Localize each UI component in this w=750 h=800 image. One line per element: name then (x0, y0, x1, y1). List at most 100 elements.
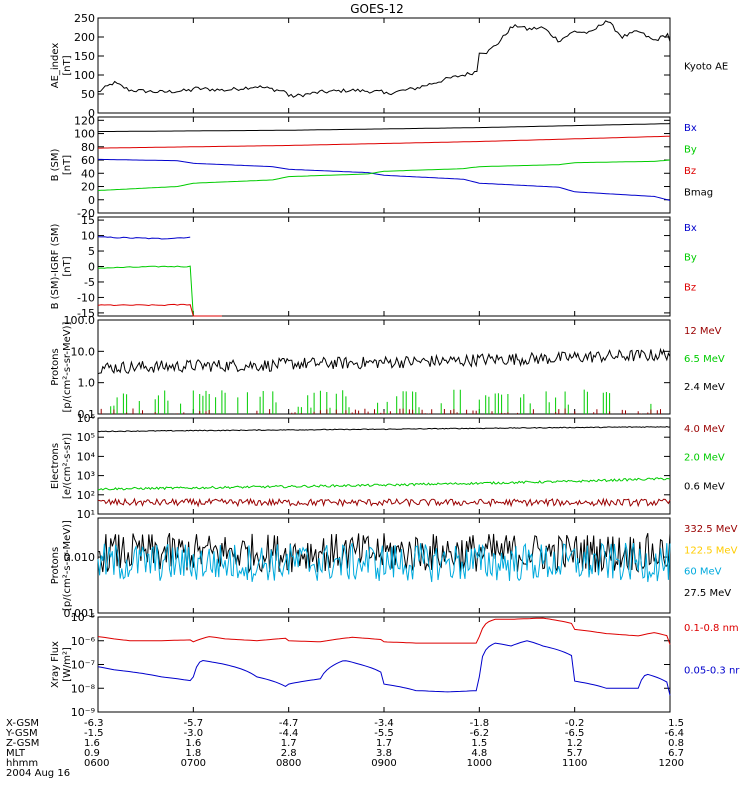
date-label: 2004 Aug 16 (6, 768, 70, 779)
y-tick-label: 0.001 (64, 607, 96, 620)
legend-entry: By (684, 253, 697, 264)
y-tick-label: 80 (81, 141, 95, 154)
ephemeris-value: -3.0 (184, 728, 204, 739)
ephemeris-value: -6.5 (565, 728, 585, 739)
ephemeris-value: 3.8 (376, 748, 392, 759)
y-axis-label: Xray Flux (50, 641, 61, 688)
panel-5: 10¹ 10² 10³ 10⁴ 10⁵ 10⁶ Electrons [e/(cm²-s-sr)… (50, 412, 725, 521)
y-axis-label: [p/(cm²-s-sr-MeV)] (62, 321, 73, 412)
legend-entry: 0.05-0.3 nr (684, 666, 740, 677)
ephemeris-value: -4.7 (279, 718, 299, 729)
y-axis-label: B (SM) (50, 148, 61, 181)
ephemeris-value: 1.5 (471, 738, 487, 749)
y-tick-label: 10⁵ (77, 431, 95, 444)
y-axis-label: [p/(cm²-s-sr-MeV)] (62, 520, 73, 611)
legend-entry: 27.5 MeV (684, 588, 731, 599)
y-tick-label: 0.1 (78, 408, 96, 421)
ephemeris-value: -6.3 (84, 718, 104, 729)
legend-entry: 0.1-0.8 nm (684, 623, 739, 634)
y-tick-label: 10³ (77, 470, 95, 483)
y-tick-label: 10² (77, 489, 95, 502)
ephemeris-value: -5.7 (184, 718, 204, 729)
ephemeris-value: 0.8 (668, 738, 684, 749)
y-tick-label: 1.0 (78, 377, 96, 390)
series-bmag (97, 123, 671, 133)
ephemeris-value: 1200 (659, 758, 684, 769)
y-axis-label: [nT] (62, 155, 73, 175)
panel-4: 0.1 1.0 10.0 100.0 Protons [p/(cm²-s-sr-MeV)]… (50, 314, 725, 421)
legend-entry: 12 MeV (684, 326, 722, 337)
y-tick-label: 10⁻⁸ (71, 682, 96, 695)
y-tick-label: 150 (74, 50, 95, 63)
ephemeris-value: 1.2 (567, 738, 583, 749)
y-tick-label: -10 (77, 291, 95, 304)
series-bx (98, 158, 671, 201)
y-axis-label: [e/(cm²-s-sr)] (62, 433, 73, 499)
legend-entry: Bx (684, 223, 697, 234)
ephemeris-value: -5.5 (374, 728, 394, 739)
y-tick-label: 10⁻⁹ (71, 706, 95, 719)
y-tick-label: 20 (81, 181, 95, 194)
y-tick-label: 0 (88, 107, 95, 120)
y-tick-label: 10 (81, 230, 95, 243)
y-tick-label: 100.0 (64, 314, 96, 327)
legend-entry: 122.5 MeV (684, 545, 738, 556)
y-tick-label: 100 (74, 69, 95, 82)
y-tick-label: 10.0 (71, 345, 96, 358)
y-tick-label: 200 (74, 31, 95, 44)
legend-entry: Bmag (684, 188, 713, 199)
y-tick-label: 120 (74, 114, 95, 127)
legend-entry: 60 MeV (684, 567, 722, 578)
y-tick-label: 5 (88, 245, 95, 258)
ephemeris-value: 1.6 (84, 738, 100, 749)
series-bz (97, 303, 222, 317)
ephemeris-value: 2.8 (281, 748, 297, 759)
y-axis-label: [nT] (62, 55, 73, 75)
ephemeris-row-label: MLT (6, 748, 26, 759)
y-tick-label: 10⁴ (77, 450, 96, 463)
y-tick-label: 10¹ (77, 508, 95, 521)
y-tick-label: 100 (74, 128, 95, 141)
legend-entry: 2.0 MeV (684, 453, 725, 464)
legend-entry: Bx (684, 123, 697, 134)
ephemeris-value: -1.8 (470, 718, 490, 729)
figure-title: GOES-12 (350, 2, 404, 16)
series-bx (97, 236, 191, 240)
panel-1: 0 50 100 150 200 250 AE_index [nT] Kyoto AE (50, 12, 728, 120)
series-6-5-mev (110, 389, 652, 414)
series-0-6-mev (97, 425, 671, 433)
ephemeris-value: -4.4 (279, 728, 299, 739)
ephemeris-value: 4.8 (471, 748, 487, 759)
ephemeris-value: 6.7 (668, 748, 684, 759)
ephemeris-value: 0700 (181, 758, 206, 769)
series-0-1-0-8-nm (97, 617, 671, 645)
ephemeris-value: 0800 (276, 758, 301, 769)
y-axis-label: [W/m²] (62, 647, 73, 682)
series-bz (98, 135, 671, 149)
ephemeris-value: 1.5 (668, 718, 684, 729)
panel-frame (97, 616, 671, 713)
y-tick-label: 50 (81, 88, 95, 101)
legend-entry: Kyoto AE (684, 62, 728, 73)
y-axis-label: Protons (50, 547, 61, 584)
y-tick-label: -20 (77, 207, 95, 220)
y-tick-label: 10⁻⁷ (71, 659, 95, 672)
ephemeris-value: 0600 (84, 758, 109, 769)
series-27-5-mev (97, 532, 671, 574)
ephemeris-row-label: Y-GSM (5, 728, 38, 739)
series-by (97, 159, 671, 191)
series-kyoto-ae (97, 20, 671, 98)
y-tick-label: 40 (81, 167, 95, 180)
ephemeris-value: 1000 (467, 758, 492, 769)
legend-entry: 332.5 MeV (684, 524, 738, 535)
ephemeris-value: 1.7 (281, 738, 297, 749)
legend-entry: 2.4 MeV (684, 382, 725, 393)
y-tick-label: 10⁶ (77, 412, 96, 425)
ephemeris-table: X-GSM -6.3 -5.7 -4.7 -3.4 -1.8 -0.2 1.5 Y-GSM -1.… (5, 718, 684, 779)
y-axis-label: Protons (50, 348, 61, 385)
ephemeris-value: 1.6 (185, 738, 201, 749)
